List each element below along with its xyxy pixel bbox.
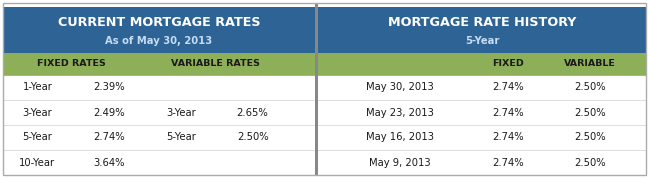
Bar: [318, 53, 646, 75]
Text: VARIABLE RATES: VARIABLE RATES: [171, 59, 260, 69]
Text: 3-Year: 3-Year: [166, 108, 196, 117]
Bar: [315, 3, 318, 175]
Text: 2.74%: 2.74%: [493, 132, 524, 143]
Text: 2.39%: 2.39%: [93, 82, 125, 93]
Text: May 9, 2013: May 9, 2013: [369, 158, 431, 167]
Text: 3.64%: 3.64%: [93, 158, 125, 167]
Text: 2.49%: 2.49%: [93, 108, 125, 117]
Text: 2.50%: 2.50%: [237, 132, 269, 143]
Text: 5-Year: 5-Year: [22, 132, 53, 143]
Bar: [3, 75, 315, 175]
Text: May 30, 2013: May 30, 2013: [366, 82, 434, 93]
Text: 2.50%: 2.50%: [574, 132, 606, 143]
Text: 1-Year: 1-Year: [22, 82, 53, 93]
Text: 3-Year: 3-Year: [23, 108, 52, 117]
Bar: [318, 7, 646, 53]
Text: 2.50%: 2.50%: [574, 158, 606, 167]
Text: 5-Year: 5-Year: [166, 132, 196, 143]
Text: 2.50%: 2.50%: [574, 108, 606, 117]
Text: 2.74%: 2.74%: [493, 108, 524, 117]
Text: 5-Year: 5-Year: [465, 36, 499, 46]
Text: May 16, 2013: May 16, 2013: [366, 132, 434, 143]
Text: 2.74%: 2.74%: [93, 132, 125, 143]
Bar: [3, 7, 315, 53]
Text: 2.74%: 2.74%: [493, 82, 524, 93]
Text: 2.65%: 2.65%: [237, 108, 269, 117]
Text: 2.74%: 2.74%: [493, 158, 524, 167]
Text: CURRENT MORTGAGE RATES: CURRENT MORTGAGE RATES: [58, 16, 260, 29]
Text: FIXED RATES: FIXED RATES: [37, 59, 106, 69]
Bar: [3, 53, 315, 75]
Text: May 23, 2013: May 23, 2013: [366, 108, 434, 117]
Text: 2.50%: 2.50%: [574, 82, 606, 93]
Text: VARIABLE: VARIABLE: [564, 59, 616, 69]
Bar: [318, 75, 646, 175]
Text: MORTGAGE RATE HISTORY: MORTGAGE RATE HISTORY: [388, 16, 576, 29]
Text: 10-Year: 10-Year: [19, 158, 55, 167]
Text: As of May 30, 2013: As of May 30, 2013: [105, 36, 213, 46]
Text: FIXED: FIXED: [493, 59, 524, 69]
